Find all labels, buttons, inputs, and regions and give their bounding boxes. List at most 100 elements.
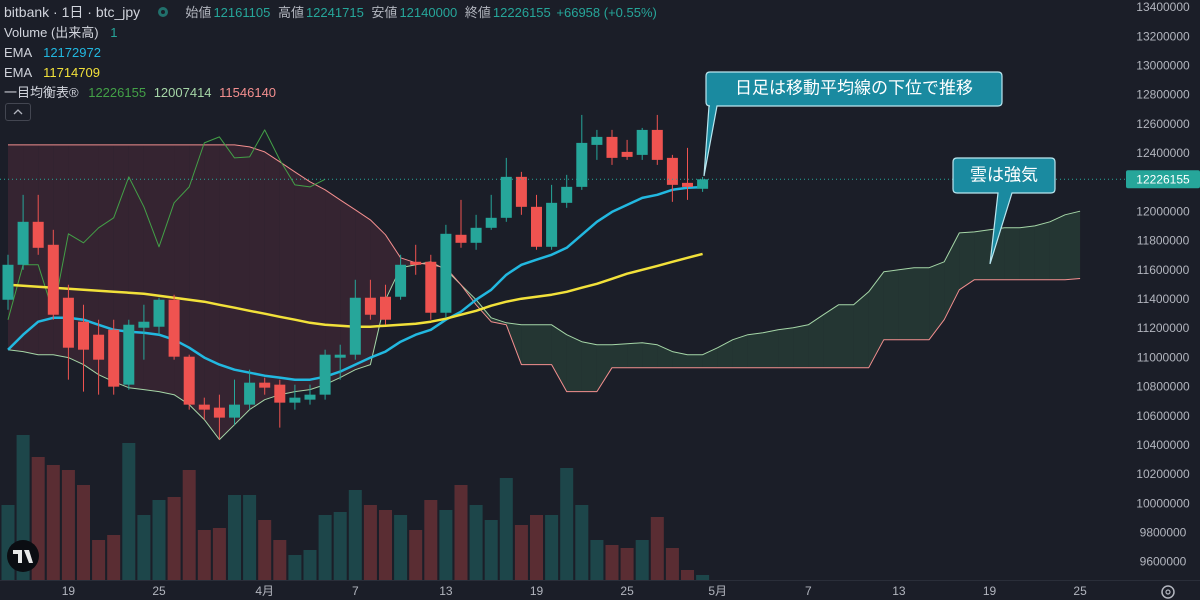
- legend-value: 11546140: [219, 85, 277, 100]
- volume-bar: [197, 530, 211, 580]
- volume-bar: [318, 515, 332, 580]
- volume-bar: [212, 528, 226, 580]
- ohlc-label: 終値: [464, 5, 491, 20]
- change-value: +66958 (+0.55%): [556, 5, 657, 20]
- x-tick-label: 13: [439, 584, 453, 598]
- candle-body: [636, 129, 648, 155]
- cloud-fill: [747, 332, 763, 368]
- y-tick-label: 10400000: [1136, 438, 1190, 452]
- y-tick-label: 10200000: [1136, 467, 1190, 481]
- callout-box: [952, 157, 1056, 265]
- volume-bar: [424, 500, 438, 580]
- gear-center[interactable]: [1165, 589, 1171, 595]
- legend-value: 1: [110, 25, 118, 40]
- settings-icon[interactable]: [1161, 585, 1175, 599]
- volume-bar: [363, 505, 377, 580]
- callout: 日足は移動平均線の下位で推移: [703, 71, 1003, 177]
- callout: 雲は強気: [952, 157, 1056, 265]
- cloud-fill: [959, 231, 975, 290]
- cloud-fill: [793, 324, 809, 368]
- x-tick-label: 19: [983, 584, 997, 598]
- callout-box: [703, 71, 1003, 177]
- ohlc-label: 高値: [277, 5, 304, 20]
- candle-body: [229, 404, 240, 418]
- cloud-fill: [219, 144, 235, 440]
- gear[interactable]: [1161, 585, 1175, 599]
- cloud-fill: [98, 144, 114, 382]
- candle-body: [651, 129, 663, 160]
- volume-bar: [77, 485, 90, 580]
- cloud-fill: [536, 324, 552, 365]
- candle-body: [591, 136, 603, 145]
- cloud-fill: [853, 291, 869, 368]
- logo-circle: [7, 540, 39, 572]
- volume-bar: [409, 530, 423, 580]
- volume-bar: [258, 520, 272, 580]
- x-tick-label: 7: [805, 584, 812, 598]
- volume-bar: [545, 515, 559, 580]
- candle-body: [546, 202, 558, 247]
- y-tick-label: 13000000: [1136, 59, 1190, 73]
- volume-bar: [469, 505, 483, 580]
- volume-bar: [1, 505, 15, 580]
- legend-row: 一目均衡表® 12226155 12007414 11546140: [4, 83, 657, 103]
- cloud-fill: [627, 342, 643, 368]
- legend-value: 12226155: [88, 85, 147, 100]
- cloud-fill: [294, 171, 310, 392]
- y-tick-label: 12600000: [1136, 117, 1190, 131]
- cloud-fill: [1049, 214, 1065, 280]
- candle-body: [470, 227, 482, 243]
- volume-bar: [182, 470, 196, 580]
- cloud-fill: [898, 267, 914, 340]
- volume-bar: [137, 515, 151, 580]
- cloud-fill: [596, 344, 612, 392]
- volume-bar: [681, 570, 694, 580]
- ohlc-value: 12161105: [213, 5, 271, 20]
- cloud-fill: [279, 161, 295, 395]
- candle-body: [2, 264, 14, 300]
- volume-bar: [560, 468, 574, 580]
- y-tick-label: 9800000: [1140, 525, 1187, 539]
- y-tick-label: 12400000: [1136, 146, 1190, 160]
- candle-layer: [2, 114, 709, 440]
- volume-bar: [379, 510, 392, 580]
- x-tick-label: 7: [352, 584, 359, 598]
- candle-body: [47, 244, 59, 315]
- y-tick-label: 12800000: [1136, 88, 1190, 102]
- candle-body: [32, 221, 44, 248]
- cloud-fill: [974, 229, 990, 280]
- candle-body: [455, 234, 467, 243]
- eye-icon[interactable]: [154, 6, 172, 18]
- volume-bar: [665, 548, 679, 580]
- candle-body: [289, 397, 301, 403]
- line-series: [8, 144, 1081, 393]
- candle-body: [213, 407, 225, 418]
- collapse-icon[interactable]: [6, 104, 30, 120]
- legend-value: 11714709: [43, 65, 100, 80]
- candle-body: [334, 354, 346, 358]
- cloud-fill: [83, 144, 99, 375]
- cloud-fill: [868, 271, 884, 368]
- candle-body: [395, 264, 407, 297]
- y-tick-label: 11800000: [1137, 234, 1190, 248]
- y-tick-label: 11400000: [1137, 292, 1190, 306]
- cloud-fill: [823, 304, 839, 368]
- candle-body: [697, 179, 709, 189]
- chart-title: bitbank · 1日 · btc_jpy: [4, 4, 141, 20]
- x-tick-label: 19: [530, 584, 544, 598]
- y-tick-label: 11200000: [1137, 321, 1190, 335]
- cloud-fill: [612, 343, 628, 368]
- cloud-fill: [687, 354, 703, 368]
- cloud-fill: [264, 151, 280, 400]
- legend-name: Volume (出来高): [4, 25, 99, 40]
- legend-row: Volume (出来高) 1: [4, 23, 657, 43]
- current-price-label: 12226155: [1136, 172, 1190, 186]
- collapse-button[interactable]: [5, 103, 31, 121]
- ohlc-label: 安値: [371, 5, 398, 20]
- volume-bar: [650, 517, 664, 580]
- candle-body: [364, 297, 376, 315]
- logo: [7, 540, 39, 572]
- cloud-fill: [385, 234, 401, 300]
- annotation-text: 日足は移動平均線の下位で推移: [735, 78, 973, 97]
- volume-bar: [46, 465, 60, 580]
